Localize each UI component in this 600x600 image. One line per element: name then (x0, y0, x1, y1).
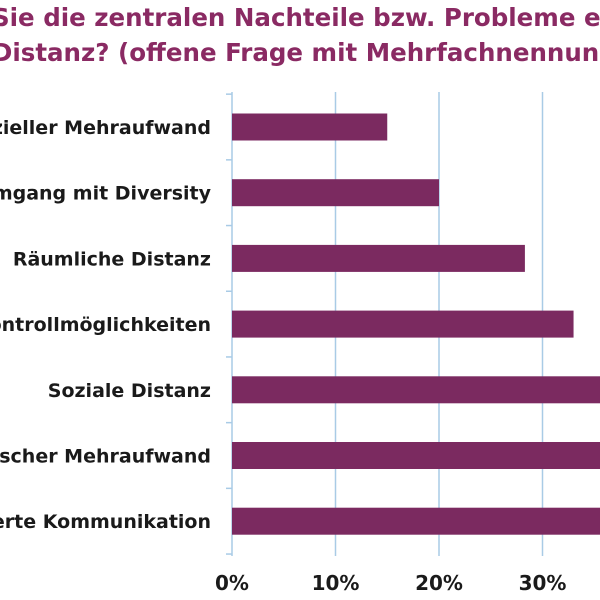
x-tick-label-20pct: 20% (415, 571, 463, 595)
bar-2 (232, 179, 439, 207)
category-label-5: Soziale Distanz (48, 380, 211, 402)
bar-7 (232, 507, 600, 535)
category-label-6: ischer Mehraufwand (0, 446, 211, 468)
bars (232, 113, 600, 535)
category-label-7: erte Kommunikation (0, 511, 211, 533)
chart-title-line-1: Sie die zentralen Nachteile bzw. Problem… (0, 3, 600, 32)
chart-title-line-2: Distanz? (offene Frage mit Mehrfachnennu… (0, 38, 600, 67)
category-labels: zieller Mehraufwand mgang mit Diversity Rä… (0, 117, 212, 533)
bar-4 (232, 310, 574, 338)
bar-5 (232, 376, 600, 404)
x-tick-label-30pct: 30% (519, 571, 567, 595)
bar-6 (232, 442, 600, 469)
category-label-1: zieller Mehraufwand (0, 117, 211, 139)
bar-3 (232, 244, 525, 272)
x-axis-ticks: 0% 10% 20% 30% (215, 93, 567, 595)
chart-title: Sie die zentralen Nachteile bzw. Problem… (0, 3, 600, 67)
bar-1 (232, 113, 388, 141)
category-label-2: mgang mit Diversity (0, 183, 212, 205)
category-label-3: Räumliche Distanz (13, 248, 211, 270)
x-tick-label-0pct: 0% (215, 571, 249, 595)
x-tick-label-10pct: 10% (312, 571, 360, 595)
category-label-4: ontrollmöglichkeiten (0, 314, 211, 336)
